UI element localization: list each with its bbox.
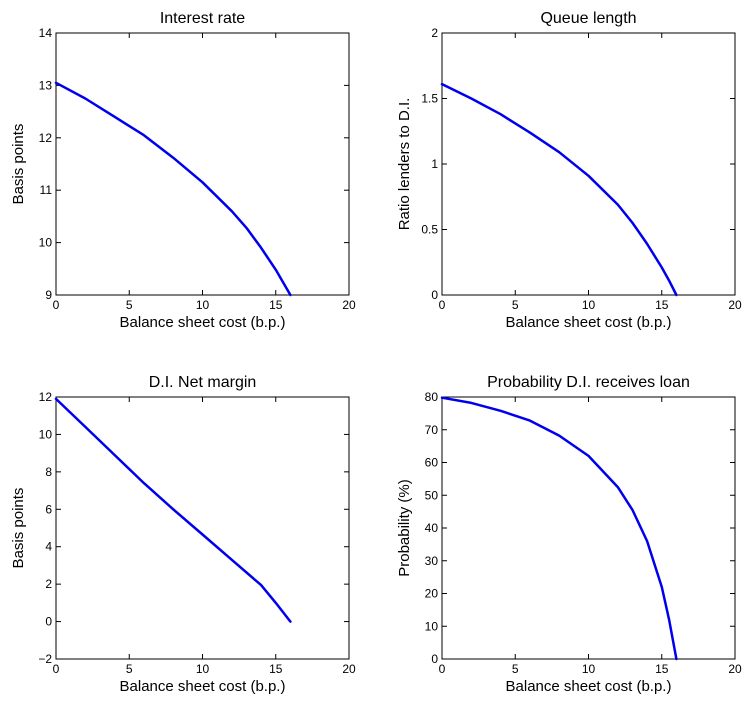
x-tick-label: 10 [582, 662, 596, 676]
x-axis-label: Balance sheet cost (b.p.) [506, 678, 672, 695]
x-tick-label: 15 [655, 662, 669, 676]
subplot-2: 0 5 10 15 20 0 0.5 1 1.5 2 Queue length Balance she… [396, 10, 742, 331]
chart-title: Probability D.I. receives loan [487, 374, 690, 391]
x-tick-label: 0 [439, 662, 446, 676]
subplot-4: 0 5 10 15 20 0 10 20 30 40 50 60 70 80 Probability D.I… [396, 374, 742, 695]
x-tick-label: 15 [655, 298, 669, 312]
y-tick-label: 2 [431, 26, 438, 40]
y-tick-label: 60 [425, 456, 439, 470]
y-tick-label: 9 [45, 288, 52, 302]
x-tick-label: 10 [196, 298, 210, 312]
y-tick-label: 2 [45, 577, 52, 591]
y-tick-label: 1 [431, 157, 438, 171]
x-tick-label: 5 [126, 298, 133, 312]
y-tick-label: 0.5 [421, 223, 438, 237]
y-axis-label: Basis points [10, 124, 27, 205]
y-tick-label: 8 [45, 465, 52, 479]
x-tick-label: 0 [439, 298, 446, 312]
x-tick-label: 10 [196, 662, 210, 676]
y-tick-label: 6 [45, 502, 52, 516]
y-tick-label: 12 [39, 390, 53, 404]
y-tick-label: 1.5 [421, 92, 438, 106]
axes-frame [441, 396, 736, 660]
x-tick-label: 20 [728, 662, 742, 676]
y-tick-label: 20 [425, 587, 439, 601]
y-tick-label: 0 [431, 288, 438, 302]
y-tick-label: 13 [39, 78, 53, 92]
y-tick-label: 0 [45, 615, 52, 629]
y-tick-label: 40 [425, 521, 439, 535]
y-tick-label: 11 [40, 183, 53, 197]
chart-title: Interest rate [160, 10, 245, 27]
x-tick-label: 5 [512, 662, 519, 676]
x-tick-label: 5 [512, 298, 519, 312]
x-tick-label: 20 [342, 662, 356, 676]
chart-title: D.I. Net margin [149, 374, 257, 391]
x-tick-label: 10 [582, 298, 596, 312]
y-tick-label: 12 [39, 131, 53, 145]
x-tick-label: 15 [269, 298, 283, 312]
y-axis-label: Basis points [10, 488, 27, 569]
y-tick-label: −2 [38, 652, 52, 666]
series-line-1 [54, 81, 292, 297]
y-tick-label: 4 [45, 540, 52, 554]
x-axis-label: Balance sheet cost (b.p.) [120, 678, 286, 695]
series-line-1 [440, 396, 678, 661]
axes-frame [441, 32, 736, 296]
series-line-1 [440, 82, 678, 297]
y-tick-label: 70 [425, 423, 439, 437]
y-tick-label: 14 [39, 26, 53, 40]
series-line-1 [54, 397, 292, 623]
y-tick-label: 30 [425, 554, 439, 568]
x-tick-label: 15 [269, 662, 283, 676]
y-tick-label: 10 [39, 236, 53, 250]
y-tick-label: 50 [425, 488, 439, 502]
y-tick-label: 10 [39, 427, 53, 441]
y-axis-label: Probability (%) [396, 479, 413, 577]
y-axis-label: Ratio lenders to D.I. [396, 98, 413, 231]
x-tick-label: 0 [53, 662, 60, 676]
y-tick-label: 80 [425, 390, 439, 404]
y-tick-label: 0 [431, 652, 438, 666]
x-tick-label: 20 [728, 298, 742, 312]
x-tick-label: 0 [53, 298, 60, 312]
x-axis-label: Balance sheet cost (b.p.) [506, 314, 672, 331]
y-tick-label: 10 [425, 619, 439, 633]
axes-frame [55, 32, 350, 296]
chart-title: Queue length [540, 10, 636, 27]
subplot-1: 0 5 10 15 20 9 10 11 12 13 14 Interest rate Balance … [10, 10, 356, 331]
x-tick-label: 5 [126, 662, 133, 676]
axes-frame [55, 396, 350, 660]
x-axis-label: Balance sheet cost (b.p.) [120, 314, 286, 331]
x-tick-label: 20 [342, 298, 356, 312]
